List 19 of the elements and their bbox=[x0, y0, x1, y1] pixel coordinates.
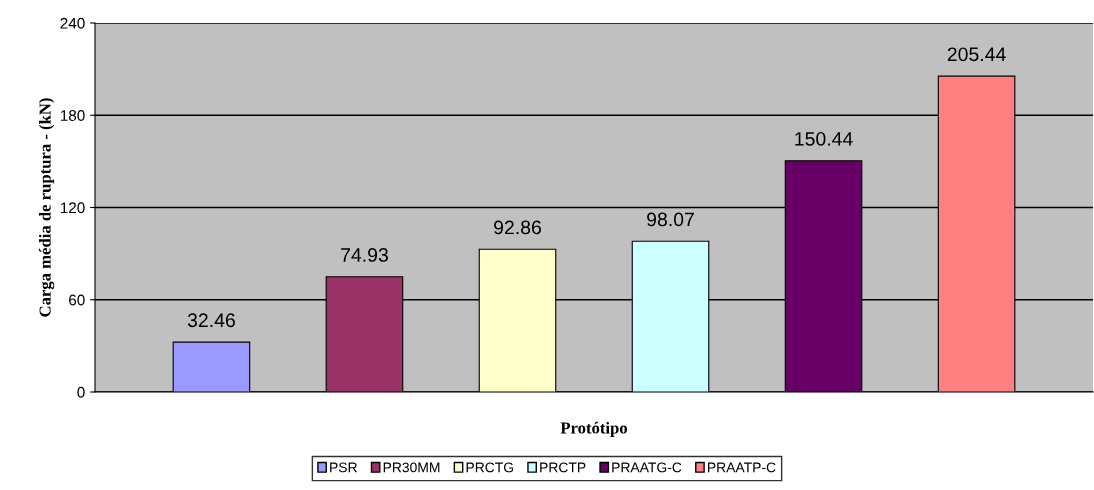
y-axis-title: Carga média de ruptura - (kN) bbox=[38, 98, 55, 317]
legend-label: PRCTG bbox=[466, 462, 514, 473]
data-label: 32.46 bbox=[187, 313, 235, 328]
legend-label: PRCTP bbox=[540, 462, 586, 473]
y-tick-label: 180 bbox=[60, 110, 85, 121]
data-label: 74.93 bbox=[341, 248, 388, 262]
y-tick-label: 0 bbox=[77, 386, 85, 398]
data-label: 98.07 bbox=[647, 212, 694, 227]
legend-label: PRAATG-C bbox=[612, 462, 682, 473]
legend-label: PRAATP-C bbox=[708, 462, 776, 473]
legend-label: PR30MM bbox=[383, 462, 440, 473]
y-tick-label: 240 bbox=[60, 17, 85, 29]
data-label: 92.86 bbox=[494, 220, 541, 235]
data-label: 150.44 bbox=[795, 131, 853, 146]
x-axis-title: Protótipo bbox=[560, 421, 628, 437]
y-tick-label: 120 bbox=[60, 202, 85, 214]
legend-label: PSR bbox=[330, 462, 357, 473]
y-tick-label: 60 bbox=[69, 294, 85, 306]
data-label: 205.44 bbox=[947, 47, 1006, 62]
